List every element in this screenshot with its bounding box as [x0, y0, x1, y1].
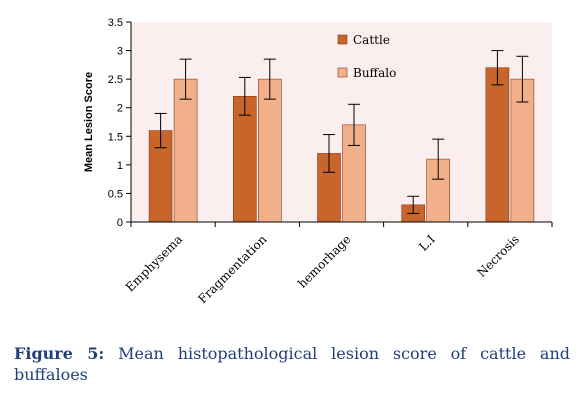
y-axis-title: Mean Lesion Score	[83, 72, 95, 172]
figure-caption: Figure 5: Mean histopathological lesion …	[14, 343, 570, 385]
x-category-label: Necrosis	[474, 232, 522, 280]
y-tick-label: 3.5	[108, 17, 123, 29]
legend-swatch-cattle	[337, 34, 348, 45]
y-tick-label: 0.5	[108, 188, 123, 200]
y-tick-label: 2	[117, 103, 123, 115]
caption-text: Mean histopathological lesion score of c…	[14, 344, 570, 384]
bar-buffalo	[173, 78, 198, 223]
x-category-label: Fragmentation	[195, 232, 269, 306]
x-category-label: L.I	[416, 232, 438, 254]
legend-swatch-buffalo	[337, 67, 348, 78]
y-tick-label: 3	[117, 46, 123, 58]
x-category-label: hemorhage	[295, 232, 354, 291]
bar-chart: 0 0.5 1 1.5 2 2.5 3 3.5 Mean Lesion Score Emphyse…	[83, 17, 553, 306]
x-category-label: Emphysema	[123, 232, 185, 294]
legend-label-buffalo: Buffalo	[353, 66, 396, 80]
y-tick-label: 0	[117, 217, 123, 229]
plot-area	[131, 22, 552, 222]
chart-figure: 0 0.5 1 1.5 2 2.5 3 3.5 Mean Lesion Score Emphyse…	[83, 17, 553, 306]
bar-buffalo	[257, 78, 282, 223]
legend-label-cattle: Cattle	[353, 33, 390, 47]
y-tick-label: 1	[117, 160, 123, 172]
caption-label: Figure 5:	[14, 344, 105, 363]
y-tick-label: 2.5	[108, 74, 123, 86]
bar-cattle	[485, 67, 510, 223]
y-tick-label: 1.5	[108, 131, 123, 143]
